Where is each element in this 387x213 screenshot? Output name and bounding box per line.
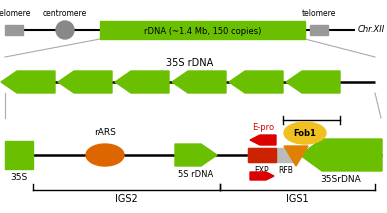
Text: Fob1: Fob1 <box>294 128 317 138</box>
Text: IGS1: IGS1 <box>286 194 309 204</box>
Text: RFB: RFB <box>279 166 293 175</box>
Text: telomere: telomere <box>302 9 336 18</box>
Bar <box>248 148 276 162</box>
Text: EXP: EXP <box>255 166 269 175</box>
Text: 35S: 35S <box>10 173 27 182</box>
Text: Chr.XII: Chr.XII <box>358 26 385 35</box>
Text: IGS2: IGS2 <box>115 194 138 204</box>
Text: 9.1 kb: 9.1 kb <box>298 127 325 136</box>
Bar <box>100 21 305 39</box>
Polygon shape <box>172 71 226 93</box>
Polygon shape <box>175 144 217 166</box>
Bar <box>5 141 33 169</box>
Text: rDNA (~1.4 Mb, 150 copies): rDNA (~1.4 Mb, 150 copies) <box>144 26 261 36</box>
Polygon shape <box>284 146 308 166</box>
Polygon shape <box>1 71 55 93</box>
Polygon shape <box>58 71 112 93</box>
Text: E-pro: E-pro <box>252 123 274 132</box>
Ellipse shape <box>284 122 326 144</box>
Text: 35S rDNA: 35S rDNA <box>166 58 214 68</box>
Text: telomere: telomere <box>0 9 31 18</box>
Bar <box>248 148 296 162</box>
Bar <box>5 25 23 35</box>
Ellipse shape <box>86 144 124 166</box>
Polygon shape <box>250 135 276 145</box>
Polygon shape <box>115 71 169 93</box>
Polygon shape <box>250 172 274 180</box>
Circle shape <box>56 21 74 39</box>
Text: 5S rDNA: 5S rDNA <box>178 170 214 179</box>
Text: rARS: rARS <box>94 128 116 137</box>
Bar <box>310 25 328 35</box>
Polygon shape <box>286 71 340 93</box>
Polygon shape <box>229 71 283 93</box>
Text: 35SrDNA: 35SrDNA <box>320 175 361 184</box>
Text: centromere: centromere <box>43 9 87 18</box>
Polygon shape <box>300 139 382 171</box>
